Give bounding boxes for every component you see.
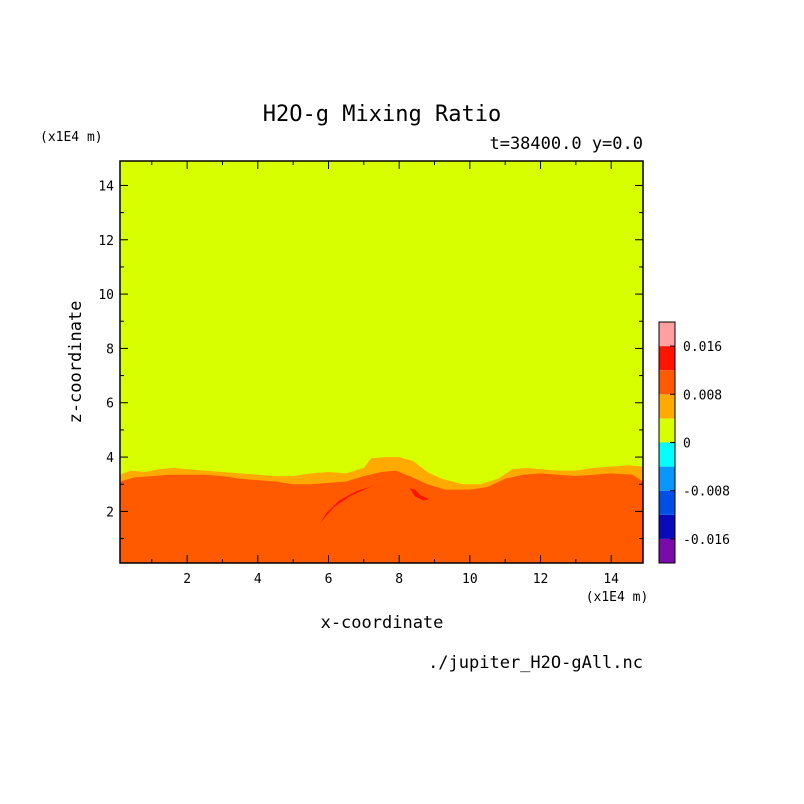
y-tick-label: 4 xyxy=(106,451,114,466)
y-tick-label: 2 xyxy=(106,505,114,520)
x-axis-label: x-coordinate xyxy=(321,613,444,633)
colorbar-tick-label: 0 xyxy=(683,437,691,452)
chart-title: H2O-g Mixing Ratio xyxy=(263,102,501,127)
x-axis-units: (x1E4 m) xyxy=(586,590,649,605)
x-tick-label: 12 xyxy=(533,572,549,587)
x-tick-label: 2 xyxy=(183,572,191,587)
colorbar-swatch xyxy=(659,418,675,443)
chart-subtitle: t=38400.0 y=0.0 xyxy=(489,134,643,154)
colorbar-swatch xyxy=(659,322,675,347)
y-tick-label: 8 xyxy=(106,342,114,357)
x-axis-ticks: 2 4 6 8 10 12 14 xyxy=(151,161,619,587)
y-tick-label: 10 xyxy=(98,288,114,303)
colorbar-tick-label: 0.016 xyxy=(683,340,722,355)
colorbar-swatch xyxy=(659,490,675,515)
plot-frame xyxy=(119,160,644,564)
colorbar xyxy=(658,321,676,564)
y-tick-label: 14 xyxy=(98,179,114,194)
colorbar-tick-label: -0.016 xyxy=(683,533,730,548)
plot-area xyxy=(119,160,644,564)
x-tick-label: 4 xyxy=(254,572,262,587)
y-axis-ticks: 2 4 6 8 10 12 14 xyxy=(98,179,643,540)
colorbar-ticks: -0.016 -0.008 0 0.008 0.016 xyxy=(670,340,730,548)
colorbar-tick-label: -0.008 xyxy=(683,485,730,500)
lower-region xyxy=(120,470,643,563)
colorbar-swatch xyxy=(659,466,675,491)
x-tick-label: 10 xyxy=(462,572,478,587)
y-tick-label: 6 xyxy=(106,397,114,412)
colorbar-swatch xyxy=(659,442,675,467)
colorbar-swatch xyxy=(659,514,675,539)
y-tick-label: 12 xyxy=(98,234,114,249)
highlight-blob xyxy=(409,488,430,501)
colorbar-swatch xyxy=(659,538,675,563)
x-tick-label: 6 xyxy=(325,572,333,587)
source-file-label: ./jupiter_H2O-gAll.nc xyxy=(428,653,643,673)
y-axis-label: z-coordinate xyxy=(66,301,86,424)
x-tick-label: 8 xyxy=(395,572,403,587)
colorbar-swatch xyxy=(659,394,675,419)
colorbar-swatch xyxy=(659,370,675,395)
colorbar-tick-label: 0.008 xyxy=(683,388,722,403)
colorbar-swatch xyxy=(659,346,675,371)
y-axis-units: (x1E4 m) xyxy=(40,130,103,145)
x-tick-label: 14 xyxy=(603,572,619,587)
